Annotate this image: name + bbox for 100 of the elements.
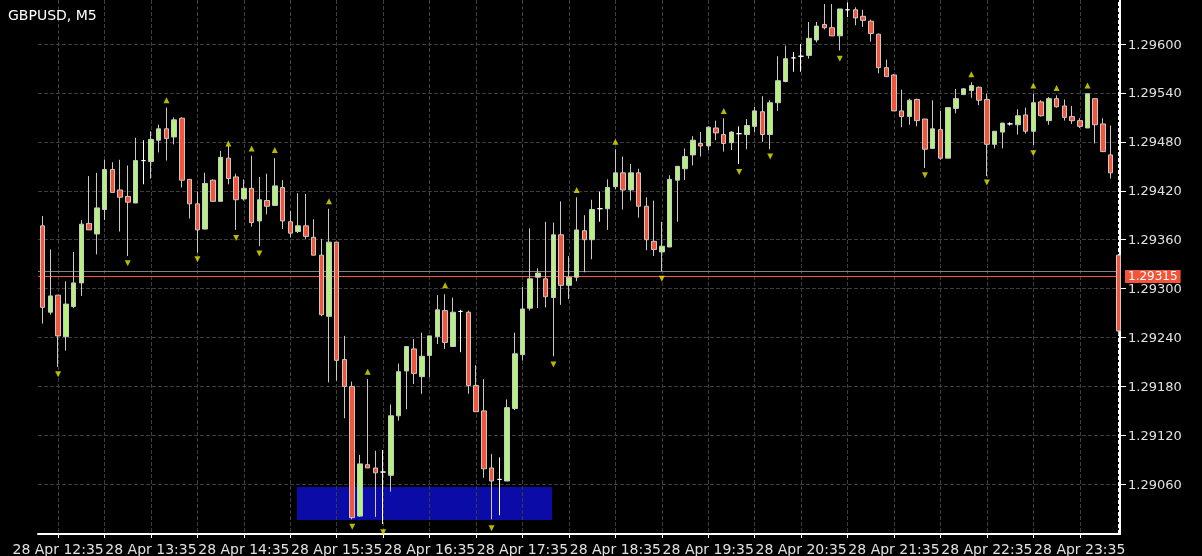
candlestick <box>1092 98 1098 144</box>
candlestick <box>450 297 456 347</box>
candlestick <box>396 363 401 422</box>
candlestick <box>860 9 866 28</box>
candlestick <box>404 345 409 410</box>
candlestick <box>791 51 796 73</box>
candlestick <box>1100 117 1106 153</box>
candlestick <box>303 193 309 240</box>
candlestick <box>380 449 386 525</box>
candlestick <box>133 137 138 204</box>
candlestick <box>48 248 53 316</box>
candlestick <box>752 106 757 133</box>
candlestick <box>706 125 711 151</box>
x-tick-label: 28 Apr 12:35 <box>12 541 104 556</box>
y-tick-label: 1.29240 <box>1128 330 1182 346</box>
candlestick <box>94 172 100 255</box>
candlestick <box>458 309 463 353</box>
y-tick-label: 1.29180 <box>1128 378 1182 394</box>
candlestick <box>837 8 843 52</box>
y-tick-label: 1.29060 <box>1128 476 1182 492</box>
x-tick-label: 28 Apr 13:35 <box>105 541 197 556</box>
candlestick <box>984 93 990 177</box>
ref-line-label: 1.29315 <box>1128 269 1178 284</box>
candlestick <box>1069 105 1075 125</box>
candlestick <box>992 130 997 149</box>
candlestick <box>520 286 525 361</box>
candlestick <box>969 81 974 99</box>
candlestick <box>1015 108 1021 136</box>
candlestick <box>527 227 533 312</box>
candlestick <box>326 208 332 383</box>
candlestick <box>489 453 494 520</box>
candlestick <box>659 221 665 272</box>
candlestick <box>141 139 146 185</box>
candlestick <box>1031 93 1036 146</box>
candlestick <box>574 196 579 282</box>
candlestick <box>945 107 951 159</box>
candlestick <box>822 3 827 30</box>
candlestick <box>427 335 432 378</box>
candlestick <box>829 3 835 37</box>
candlestick <box>930 99 935 149</box>
candlestick <box>767 99 773 150</box>
candlestick <box>79 219 84 297</box>
candlestick <box>597 191 603 223</box>
candlestick <box>288 210 293 238</box>
candlestick <box>1085 93 1090 129</box>
candlestick <box>171 116 177 145</box>
x-tick-label: 28 Apr 15:35 <box>291 541 383 556</box>
candlestick <box>814 21 819 43</box>
y-tick-label: 1.29480 <box>1128 134 1182 150</box>
candlestick <box>63 280 69 352</box>
x-tick-label: 28 Apr 23:35 <box>1034 541 1126 556</box>
candlestick <box>644 196 649 251</box>
y-tick-label: 1.29540 <box>1128 85 1182 101</box>
y-tick-label: 1.29300 <box>1128 281 1182 297</box>
candlestick <box>736 125 742 165</box>
candlestick <box>566 255 572 300</box>
candlestick <box>357 454 363 518</box>
candlestick <box>257 176 262 247</box>
candlestick <box>55 294 61 368</box>
candlestick <box>845 1 850 18</box>
candlestick <box>853 6 858 26</box>
x-tick-label: 28 Apr 21:35 <box>848 541 940 556</box>
candlestick <box>1054 94 1059 109</box>
candlestick <box>783 45 788 83</box>
candlestick <box>922 118 928 169</box>
candlestick <box>280 179 285 230</box>
candlestick <box>899 89 904 128</box>
candlestick <box>342 335 347 419</box>
candlestick <box>373 450 378 518</box>
candlestick <box>195 191 200 254</box>
x-tick-label: 28 Apr 17:35 <box>476 541 569 556</box>
y-tick-label: 1.29420 <box>1128 183 1182 199</box>
candlestick <box>295 192 301 234</box>
candlestick <box>473 364 479 413</box>
candlestick <box>512 332 518 411</box>
candlestick <box>241 178 247 202</box>
candlestick <box>551 222 556 357</box>
candlestick <box>156 124 161 153</box>
candlestick <box>71 251 76 309</box>
candlestick <box>497 456 502 516</box>
candlestick <box>86 175 92 231</box>
x-tick-label: 28 Apr 16:35 <box>383 541 476 556</box>
candlestick <box>1007 121 1013 127</box>
y-tick-label: 1.29360 <box>1128 232 1182 248</box>
candlestick <box>806 21 812 60</box>
candlestick <box>891 73 897 112</box>
candlestick <box>411 338 417 385</box>
text: GBPUSD, M5 <box>8 7 97 23</box>
candlestick <box>744 118 750 150</box>
candlestick <box>102 159 107 221</box>
candlestick <box>233 173 239 231</box>
candlestick <box>117 159 123 233</box>
candlestick <box>868 19 874 43</box>
candlestick <box>605 178 610 231</box>
candlestick <box>1023 107 1028 135</box>
candlestick <box>264 173 270 215</box>
candlestick <box>148 130 154 180</box>
candlestick <box>187 178 192 219</box>
x-tick-label: 28 Apr 18:35 <box>569 541 662 556</box>
candlestick <box>589 199 595 260</box>
